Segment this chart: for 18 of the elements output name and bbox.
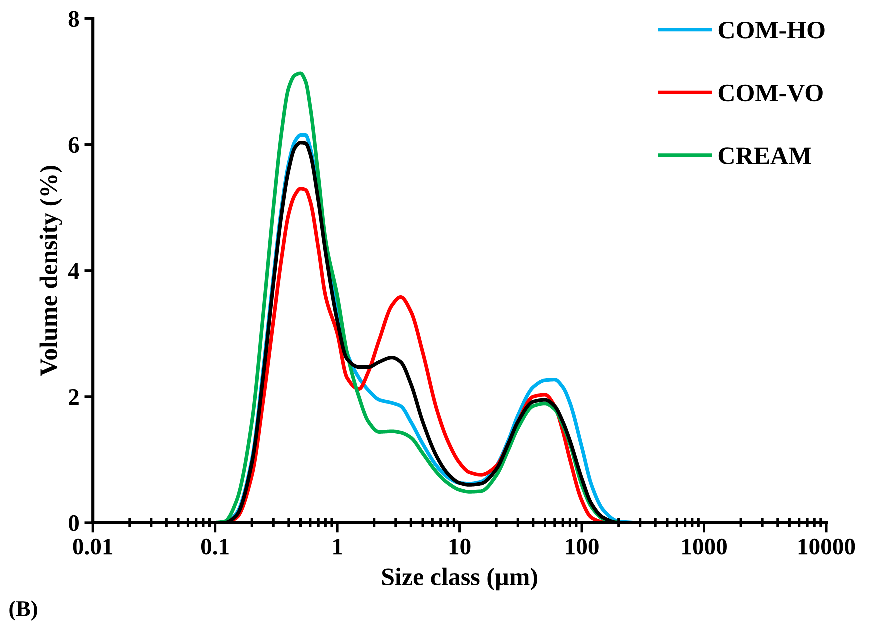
- legend-label: COM-VO: [718, 84, 823, 102]
- y-tick-label: 4: [68, 263, 80, 280]
- x-tick-label: 1: [334, 538, 342, 555]
- y-tick-label: 0: [68, 515, 79, 532]
- y-tick-label: 6: [68, 137, 80, 154]
- y-tick-label: 2: [69, 389, 79, 406]
- y-tick-label: 8: [68, 11, 80, 28]
- x-tick-label: 10: [450, 538, 471, 555]
- legend-label: CREAM: [718, 148, 812, 164]
- y-axis-title: Volume density (%): [40, 166, 63, 376]
- x-tick-label: 100: [566, 538, 599, 555]
- x-axis-title: Size class (µm): [382, 568, 538, 591]
- legend-label: COM-HO: [718, 22, 825, 39]
- x-tick-label: 0.01: [73, 538, 113, 555]
- x-tick-label: 1000: [682, 538, 727, 555]
- x-tick-label: 0.1: [201, 538, 229, 555]
- text: (B): [10, 600, 38, 621]
- x-tick-label: 10000: [798, 538, 856, 555]
